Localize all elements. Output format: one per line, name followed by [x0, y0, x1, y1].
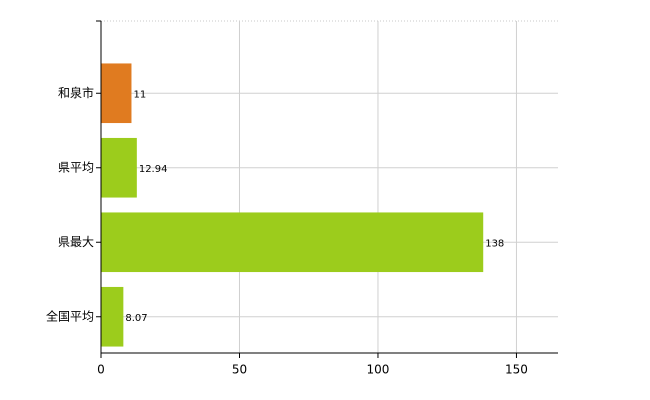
bar — [101, 286, 124, 347]
x-tick-label: 150 — [505, 363, 528, 377]
x-tick-label: 100 — [367, 363, 390, 377]
bar — [101, 212, 484, 273]
value-label: 12.94 — [139, 164, 168, 175]
y-tick-label: 県平均 — [58, 160, 94, 174]
x-tick-label: 0 — [97, 363, 105, 377]
value-label: 8.07 — [125, 313, 147, 324]
bar — [101, 63, 132, 124]
value-label: 11 — [133, 89, 146, 100]
y-tick-label: 全国平均 — [46, 308, 94, 323]
bar — [101, 137, 137, 198]
value-label: 138 — [485, 238, 504, 249]
x-tick-label: 50 — [232, 363, 247, 377]
y-tick-label: 和泉市 — [58, 85, 94, 100]
y-tick-label: 県最大 — [58, 235, 94, 249]
